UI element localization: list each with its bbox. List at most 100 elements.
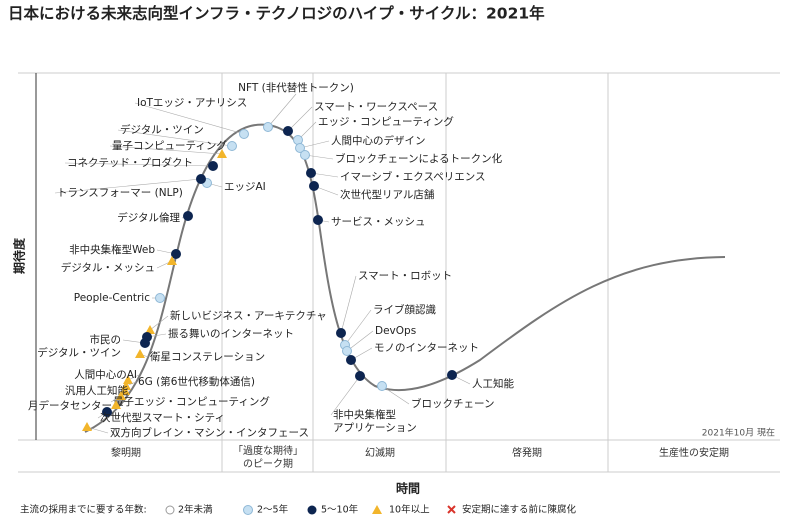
legend-item: 安定期に達する前に陳腐化: [462, 504, 577, 516]
tech-label: デジタル・ツイン: [37, 346, 121, 359]
phase-label: 生産性の安定期: [659, 446, 729, 459]
tech-label: 人工知能: [472, 377, 514, 390]
tech-label: コネクテッド・プロダクト: [67, 156, 193, 169]
legend-item: 2～5年: [257, 504, 289, 516]
tech-label: 衛星コンステレーション: [150, 350, 265, 363]
marker: [167, 256, 177, 265]
marker: [300, 150, 310, 160]
tech-label: NFT (非代替性トークン): [238, 81, 354, 94]
frame: [18, 72, 780, 473]
tech-label: 双方向ブレイン・マシン・インタフェース: [110, 426, 309, 439]
tech-label: 人間中心のデザイン: [331, 134, 426, 147]
marker: [123, 375, 133, 384]
marker: [336, 328, 346, 338]
leader-line: [340, 275, 357, 334]
leader-line: [117, 129, 233, 147]
tech-label: DevOps: [375, 325, 416, 337]
tech-label: デジタル・メッシュ: [61, 261, 155, 274]
marker: [121, 381, 131, 390]
marker: [447, 370, 457, 380]
legend-item: 10年以上: [389, 504, 430, 516]
legend: 主流の採用までに要する年数: 2年未満 2～5年 5～10年 10年以上 安定期…: [20, 504, 577, 516]
tech-label: スマート・ワークスペース: [314, 101, 438, 113]
leader-line: [86, 426, 109, 434]
tech-label: エッジ・コンピューティング: [318, 115, 454, 128]
tech-label: ライブ顔認識: [373, 303, 436, 316]
marker: [116, 391, 126, 400]
tech-label: 非中央集権型: [333, 408, 396, 421]
marker: [171, 249, 181, 259]
marker: [208, 161, 218, 171]
marker: [263, 122, 273, 132]
phase-label: 黎明期: [111, 446, 141, 459]
marker: [313, 215, 323, 225]
legend-marker: [447, 505, 456, 514]
marker: [135, 349, 145, 358]
x-axis-label: 時間: [396, 481, 420, 496]
legend-item: 5～10年: [321, 504, 359, 516]
marker: [239, 129, 249, 139]
marker: [120, 386, 130, 395]
leader-line: [149, 315, 169, 331]
tech-label: イマーシブ・エクスペリエンス: [340, 170, 486, 183]
leader-line: [64, 162, 214, 167]
tech-label: 次世代型リアル店舗: [340, 188, 435, 201]
tech-label: IoTエッジ・アナリシス: [137, 97, 247, 109]
legend-marker: [243, 505, 253, 515]
tech-label: エッジAI: [224, 181, 266, 193]
marker: [342, 346, 352, 356]
technologies: NFT (非代替性トークン)IoTエッジ・アナリシスデジタル・ツイン量子コンピュ…: [28, 81, 514, 439]
marker: [155, 293, 165, 303]
tech-label: 市民の: [90, 333, 122, 346]
phase-label: 幻滅期: [365, 446, 395, 459]
legend-marker: [372, 505, 382, 514]
tech-label: 非中央集権型Web: [69, 243, 155, 256]
leader-line: [346, 330, 374, 352]
tech-label: 人間中心のAI: [74, 368, 137, 381]
marker: [306, 168, 316, 178]
leader-line: [267, 93, 297, 128]
tech-label: 量子コンピューティング: [112, 139, 227, 152]
leader-line: [330, 375, 361, 416]
legend-title: 主流の採用までに要する年数:: [20, 504, 147, 516]
legend-marker: [307, 505, 317, 515]
legend-item: 2年未満: [178, 504, 213, 516]
leader-line: [381, 385, 410, 405]
tech-label: ブロックチェーン: [411, 397, 494, 410]
tech-label: 次世代型スマート・シティ: [100, 411, 225, 424]
tech-label: サービス・メッシュ: [331, 216, 426, 228]
marker: [346, 355, 356, 365]
leader-line: [109, 145, 223, 155]
tech-label: デジタル・ツイン: [120, 123, 204, 136]
tech-label: トランスフォーマー (NLP): [57, 187, 183, 199]
marker: [295, 143, 305, 153]
y-axis-label: 期待度: [12, 237, 27, 274]
tech-label: 振る舞いのインターネット: [168, 327, 294, 340]
phase-label: 「過度な期待」: [233, 444, 303, 457]
marker: [355, 371, 365, 381]
phase-label: のピーク期: [243, 458, 293, 470]
marker: [283, 126, 293, 136]
title: 日本における未来志向型インフラ・テクノロジのハイプ・サイクル：2021年: [8, 4, 545, 23]
marker: [145, 325, 155, 334]
tech-label: 新しいビジネス・アーキテクチャ: [170, 309, 327, 322]
tech-label: 6G (第6世代移動体通信): [138, 375, 255, 388]
marker: [111, 400, 121, 409]
marker: [183, 211, 193, 221]
leader-line: [287, 106, 313, 132]
leader-line: [134, 102, 245, 135]
tech-label: 月データセンター: [28, 399, 112, 412]
tech-label: 量子エッジ・コンピューティング: [113, 395, 270, 408]
tech-label: スマート・ロボット: [358, 270, 452, 282]
note: 2021年10月 現在: [702, 427, 775, 439]
marker: [217, 149, 227, 158]
tech-label: ブロックチェーンによるトークン化: [335, 152, 503, 165]
marker: [196, 174, 206, 184]
tech-label: アプリケーション: [333, 422, 417, 434]
marker: [309, 181, 319, 191]
legend-marker: [165, 505, 175, 515]
marker: [82, 422, 92, 431]
tech-label: People-Centric: [74, 292, 150, 304]
tech-label: モノのインターネット: [374, 342, 479, 354]
